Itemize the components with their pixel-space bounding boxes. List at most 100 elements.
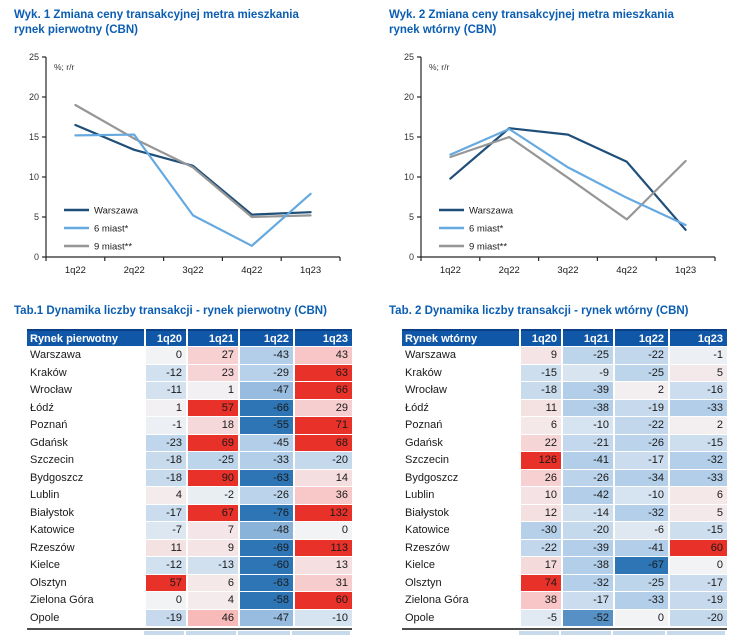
value-cell: -25: [562, 346, 615, 365]
header-market-label: Rynek wtórny: [402, 329, 521, 347]
value-cell: -20: [562, 521, 615, 540]
value-cell: -9: [562, 364, 615, 382]
table-row: Lublin 4 -2 -26 36: [27, 486, 352, 505]
value-cell: -22: [614, 346, 670, 365]
y-tick-label: 20: [404, 92, 414, 102]
value-cell: 36: [294, 486, 352, 505]
value-cell: -5: [520, 609, 563, 627]
cropped-next-row-sliver: [402, 631, 727, 635]
table-row: Warszawa 0 27 -43 43: [27, 346, 352, 365]
table-row: Szczecin 126 -41 -17 -32: [402, 451, 727, 470]
value-cell: 31: [294, 574, 352, 592]
city-label: Kraków: [402, 364, 521, 382]
value-cell: 2: [669, 416, 727, 435]
series-line-3: [74, 103, 312, 219]
value-cell: -17: [145, 504, 188, 522]
chart2-title: Wyk. 2 Zmiana ceny transakcyjnej metra m…: [389, 8, 734, 37]
value-cell: -26: [239, 486, 295, 505]
table-row: Lublin 10 -42 -10 6: [402, 486, 727, 505]
x-tick-label: 1q23: [675, 265, 696, 276]
value-cell: 4: [145, 486, 188, 505]
x-tick-label: 2q22: [124, 265, 145, 276]
sliver-segment: [144, 631, 185, 635]
city-label: Poznań: [402, 416, 521, 435]
value-cell: 67: [187, 504, 240, 522]
value-cell: 13: [294, 556, 352, 575]
value-cell: -30: [520, 521, 563, 540]
value-cell: 18: [187, 416, 240, 435]
x-tick-label: 1q22: [440, 265, 461, 276]
header-quarter-label: 1q23: [669, 329, 727, 347]
city-label: Szczecin: [402, 451, 521, 470]
value-cell: -18: [145, 469, 188, 487]
value-cell: 6: [669, 486, 727, 505]
value-cell: -69: [239, 539, 295, 557]
value-cell: 6: [187, 574, 240, 592]
table-row: Bydgoszcz -18 90 -63 14: [27, 469, 352, 487]
value-cell: -26: [614, 434, 670, 452]
series-line-3: [449, 135, 687, 221]
series-line-2: [449, 127, 687, 227]
y-tick-label: 10: [29, 172, 39, 182]
value-cell: 90: [187, 469, 240, 487]
table-row: Rzeszów 11 9 -69 113: [27, 539, 352, 557]
value-cell: 63: [294, 364, 352, 382]
heatmap-table: Rynek pierwotny 1q20 1q21 1q22 1q23 Warszawa 0…: [27, 329, 352, 627]
table-row: Białystok 12 -14 -32 5: [402, 504, 727, 522]
value-cell: 71: [294, 416, 352, 435]
city-label: Kielce: [27, 556, 146, 575]
y-tick-label: 10: [404, 172, 414, 182]
header-market-label: Rynek pierwotny: [27, 329, 146, 347]
chart1-title-line1: Wyk. 1 Zmiana ceny transakcyjnej metra m…: [14, 9, 299, 21]
value-cell: -55: [239, 416, 295, 435]
value-cell: 60: [294, 591, 352, 610]
table-row: Szczecin -18 -25 -33 -20: [27, 451, 352, 470]
value-cell: -33: [669, 399, 727, 417]
city-label: Białystok: [27, 504, 146, 522]
value-cell: 66: [294, 381, 352, 400]
value-cell: 60: [669, 539, 727, 557]
city-label: Wrocław: [27, 381, 146, 400]
header-quarter-label: 1q20: [145, 329, 188, 347]
value-cell: 57: [187, 399, 240, 417]
value-cell: -48: [239, 521, 295, 540]
value-cell: -12: [145, 364, 188, 382]
city-label: Rzeszów: [402, 539, 521, 557]
value-cell: -25: [614, 364, 670, 382]
value-cell: -39: [562, 381, 615, 400]
value-cell: -15: [520, 364, 563, 382]
city-label: Warszawa: [402, 346, 521, 365]
value-cell: 4: [187, 591, 240, 610]
table-bottom-border: [402, 628, 727, 630]
sliver-segment: [561, 631, 611, 635]
table-row: Olsztyn 74 -32 -25 -17: [402, 574, 727, 592]
table-header-row: Rynek pierwotny 1q20 1q21 1q22 1q23: [27, 329, 352, 347]
table-row: Poznań 6 -10 -22 2: [402, 416, 727, 435]
y-tick-label: 0: [409, 252, 414, 262]
value-cell: 9: [520, 346, 563, 365]
table-row: Warszawa 9 -25 -22 -1: [402, 346, 727, 365]
value-cell: -17: [614, 451, 670, 470]
city-label: Łódź: [402, 399, 521, 417]
table-row: Zielona Góra 0 4 -58 60: [27, 591, 352, 610]
table-row: Kielce -12 -13 -60 13: [27, 556, 352, 575]
table-row: Olsztyn 57 6 -63 31: [27, 574, 352, 592]
table-row: Opole -19 46 -47 -10: [27, 609, 352, 627]
value-cell: -32: [669, 451, 727, 470]
x-tick-label: 1q22: [65, 265, 86, 276]
table-row: Gdańsk -23 69 -45 68: [27, 434, 352, 452]
city-label: Bydgoszcz: [402, 469, 521, 487]
value-cell: 14: [294, 469, 352, 487]
value-cell: -13: [187, 556, 240, 575]
y-tick-label: 25: [29, 52, 39, 62]
y-tick-label: 5: [409, 212, 414, 222]
value-cell: 113: [294, 539, 352, 557]
value-cell: -14: [562, 504, 615, 522]
value-cell: -33: [614, 591, 670, 610]
value-cell: -20: [294, 451, 352, 470]
value-cell: 0: [145, 346, 188, 365]
value-cell: -38: [562, 399, 615, 417]
header-quarter-label: 1q23: [294, 329, 352, 347]
chart1-title-line2: rynek pierwotny (CBN): [14, 23, 138, 36]
city-label: Lublin: [27, 486, 146, 505]
